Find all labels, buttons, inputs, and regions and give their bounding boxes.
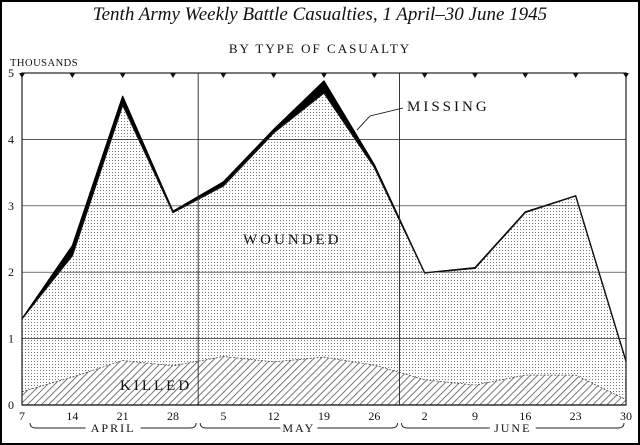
x-tick-label: 23 (570, 409, 582, 423)
week-marker-8 (421, 73, 428, 78)
x-tick-label: 21 (117, 409, 129, 423)
x-tick-label: 28 (167, 409, 179, 423)
week-marker-9 (472, 73, 478, 78)
killed-line (21, 356, 627, 401)
week-marker-11 (572, 73, 579, 78)
week-marker-7 (371, 73, 378, 78)
missing-leader-2 (356, 115, 371, 131)
wounded-area (22, 92, 626, 400)
y-tick-3: 3 (8, 199, 14, 213)
month-label-may: MAY (282, 421, 315, 435)
x-tick-label: 30 (620, 409, 632, 423)
y-tick-4: 4 (8, 132, 14, 146)
chart-subtitle: BY TYPE OF CASUALTY (228, 41, 412, 56)
x-tick-label: 9 (472, 409, 478, 423)
x-tick-label: 7 (19, 409, 25, 423)
week-marker-3 (170, 73, 176, 78)
x-tick-label: 5 (220, 409, 226, 423)
week-marker-5 (270, 73, 277, 78)
month-label-june: JUNE (494, 421, 531, 435)
week-marker-10 (522, 73, 529, 78)
y-tick-5: 5 (8, 66, 14, 80)
month-label-bg (85, 421, 141, 435)
week-marker-1 (69, 73, 76, 78)
killed-area (22, 356, 626, 405)
chart-title: Tenth Army Weekly Battle Casualties, 1 A… (92, 4, 548, 25)
x-tick-label: 2 (422, 409, 428, 423)
x-tick-label: 14 (66, 409, 78, 423)
missing-leader (369, 107, 404, 117)
annotation-killed: KILLED (120, 378, 192, 394)
annotation-missing: MISSING (407, 99, 490, 115)
week-marker-6 (321, 73, 327, 78)
annotation-wounded: WOUNDED (243, 232, 341, 248)
week-marker-12 (623, 73, 629, 78)
wounded-line (21, 91, 627, 362)
month-label-april: APRIL (91, 421, 136, 435)
month-label-bg (280, 421, 318, 435)
x-tick-label: 19 (318, 409, 330, 423)
y-axis-label: THOUSANDS (10, 58, 78, 69)
month-label-bg (489, 421, 536, 435)
week-marker-4 (220, 73, 227, 78)
week-marker-2 (119, 73, 126, 78)
y-tick-0: 0 (8, 398, 14, 412)
x-tick-label: 16 (519, 409, 531, 423)
y-tick-1: 1 (8, 332, 14, 346)
y-tick-2: 2 (8, 265, 14, 279)
x-tick-label: 26 (368, 409, 380, 423)
x-tick-label: 12 (268, 409, 280, 423)
week-marker-0 (19, 73, 25, 78)
